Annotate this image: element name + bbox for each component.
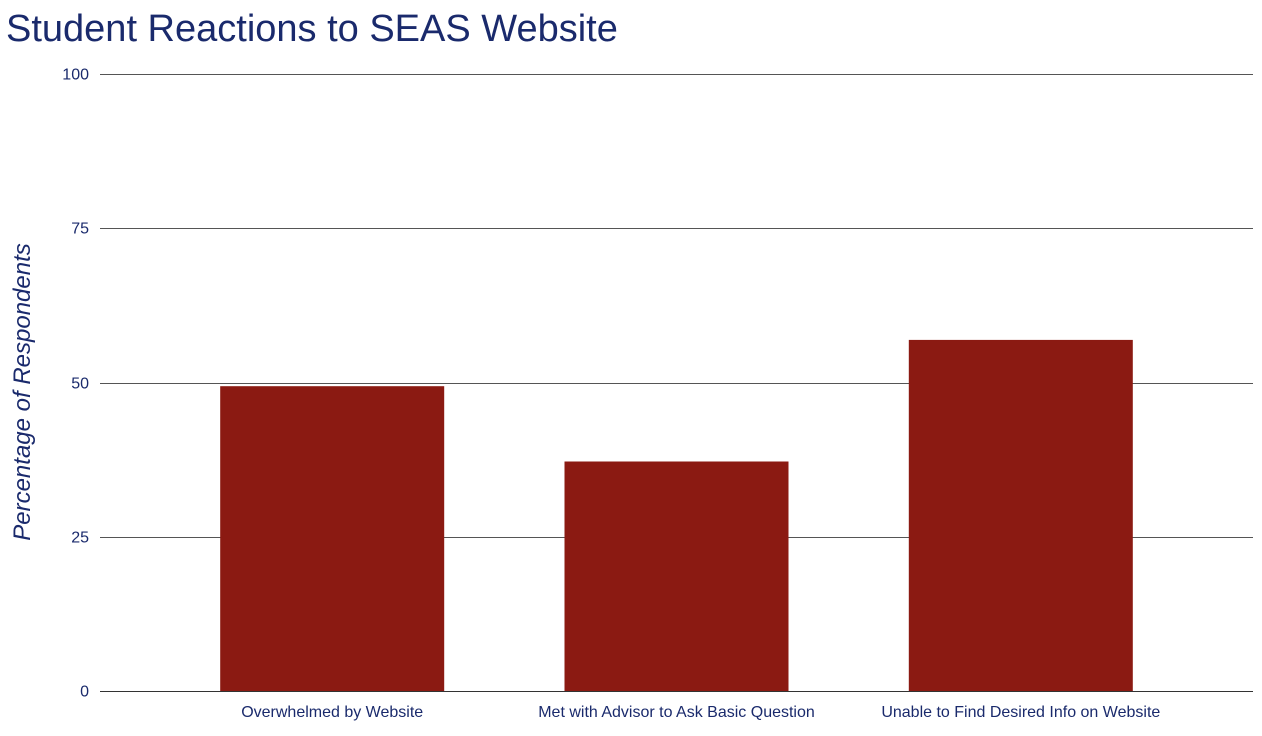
y-tick-labels: 0 25 50 75 100 <box>62 67 89 701</box>
bar-2 <box>564 461 789 691</box>
x-category-label-2: Met with Advisor to Ask Basic Question <box>538 704 815 721</box>
x-category-labels: Overwhelmed by Website Met with Advisor t… <box>241 704 1160 721</box>
bar-1 <box>220 386 445 691</box>
x-category-label-1: Overwhelmed by Website <box>241 704 423 721</box>
y-tick-label-50: 50 <box>71 376 89 393</box>
y-tick-label-75: 75 <box>71 221 89 238</box>
y-axis-title: Percentage of Respondents <box>9 243 36 541</box>
chart-title: Student Reactions to SEAS Website <box>6 8 618 50</box>
y-tick-label-100: 100 <box>62 67 89 84</box>
bars <box>220 339 1133 691</box>
y-tick-label-25: 25 <box>71 530 89 547</box>
y-tick-label-0: 0 <box>80 684 89 701</box>
x-category-label-3: Unable to Find Desired Info on Website <box>881 704 1160 721</box>
bar-3 <box>908 339 1133 691</box>
